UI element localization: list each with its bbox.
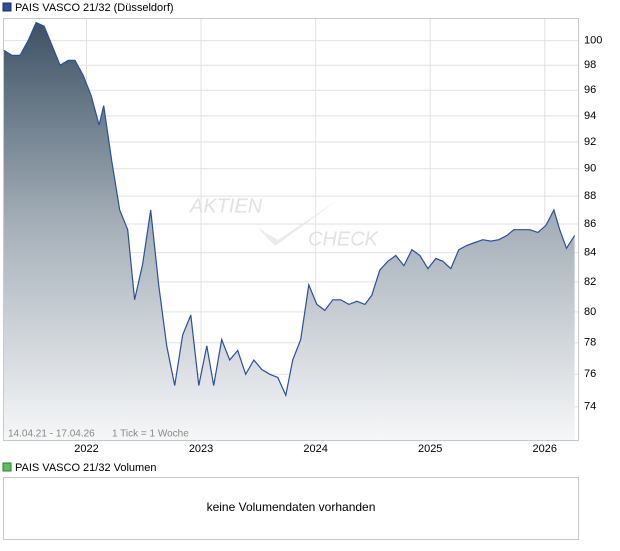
watermark-text: AKTIEN xyxy=(189,195,263,217)
y-tick-label: 94 xyxy=(584,110,596,122)
y-tick-label: 74 xyxy=(584,401,596,413)
x-tick-label: 2024 xyxy=(303,443,327,455)
y-tick-label: 96 xyxy=(584,84,596,96)
volume-frame xyxy=(3,477,579,540)
x-tick-label: 2022 xyxy=(74,443,98,455)
x-tick-label: 2025 xyxy=(418,443,442,455)
volume-title: PAIS VASCO 21/32 Volumen xyxy=(15,462,156,474)
legend-swatch xyxy=(2,2,12,12)
y-tick-label: 76 xyxy=(584,368,596,380)
y-tick-label: 78 xyxy=(584,337,596,349)
y-tick-label: 90 xyxy=(584,163,596,175)
watermark-text: CHECK xyxy=(308,228,380,250)
y-tick-label: 82 xyxy=(584,276,596,288)
y-tick-label: 100 xyxy=(584,35,602,47)
x-tick-label: 2026 xyxy=(533,443,557,455)
price-line xyxy=(3,21,576,398)
y-tick-label: 98 xyxy=(584,59,596,71)
price-area xyxy=(4,22,575,440)
y-tick-label: 84 xyxy=(584,247,596,259)
y-tick-label: 86 xyxy=(584,218,596,230)
tick-note: 1 Tick = 1 Woche xyxy=(112,429,189,440)
y-tick-label: 88 xyxy=(584,190,596,202)
volume-swatch xyxy=(2,462,12,472)
range-note: 14.04.21 - 17.04.26 xyxy=(8,429,95,440)
chart-title: PAIS VASCO 21/32 (Düsseldorf) xyxy=(15,2,174,14)
y-tick-label: 92 xyxy=(584,136,596,148)
y-tick-label: 80 xyxy=(584,306,596,318)
volume-note: keine Volumendaten vorhanden xyxy=(207,500,376,514)
x-tick-label: 2023 xyxy=(189,443,213,455)
